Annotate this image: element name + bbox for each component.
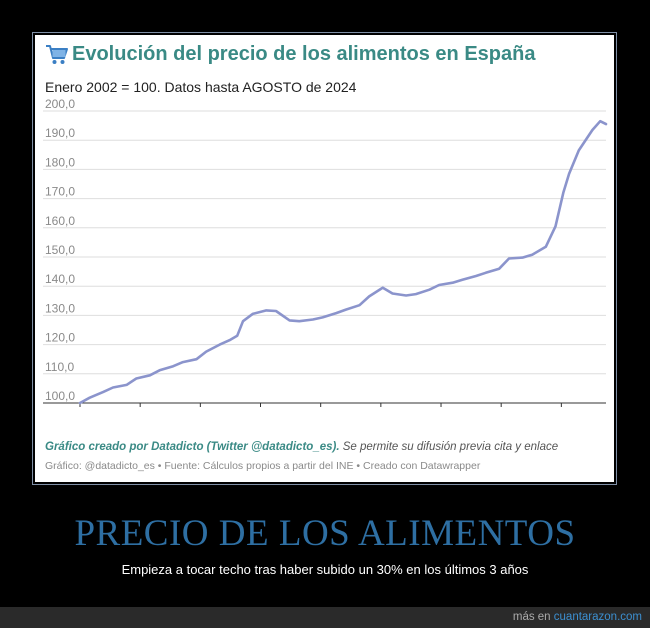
x-tick-label: 2014M12 [356,407,406,409]
x-tick-label: 2004M08 [115,407,165,409]
x-tick-label: 2022M09 [536,407,586,409]
credit-line: Gráfico creado por Datadicto (Twitter @d… [45,441,558,453]
y-tick-label: 180,0 [45,155,75,169]
x-tick-label: 2012M05 [296,407,346,409]
chart-card: Evolución del precio de los alimentos en… [35,35,614,482]
y-tick-label: 200,0 [45,97,75,111]
x-tick-label: 2009M10 [235,407,285,409]
image-frame [32,32,617,485]
x-tick-label: 2017M07 [416,407,466,409]
footer-site-link[interactable]: cuantarazon.com [553,611,642,623]
series-line [78,119,608,405]
y-tick-label: 120,0 [45,331,75,345]
source-line: Gráfico: @datadicto_es • Fuente: Cálculo… [45,460,481,472]
y-tick-label: 130,0 [45,301,75,315]
y-tick-label: 160,0 [45,214,75,228]
post-caption: Empieza a tocar techo tras haber subido … [121,562,529,577]
y-tick-label: 190,0 [45,126,75,140]
shopping-cart-icon [46,44,68,64]
y-tick-label: 100,0 [45,389,75,403]
credit-strong: Gráfico creado por Datadicto (Twitter @d… [45,441,340,453]
credit-rest: Se permite su difusión previa cita y enl… [339,441,559,453]
x-tick-label: 2007M03 [175,407,225,409]
line-chart: 100,0 110,0 120,0 130,0 140,0 150,0 160,0 170,0… [43,97,608,409]
y-tick-label: 150,0 [45,243,75,257]
post-headline: PRECIO DE LOS ALIMENTOS [74,513,576,554]
y-tick-label: 110,0 [45,360,74,374]
chart-subtitle: Enero 2002 = 100. Datos hasta AGOSTO de … [45,79,357,95]
footer-bar: más en cuantarazon.com [0,607,650,628]
title-row: Evolución del precio de los alimentos en… [45,43,535,66]
chart-title: Evolución del precio de los alimentos en… [72,43,536,65]
y-tick-label: 140,0 [45,272,75,286]
x-tick-label: 2020M02 [476,407,526,409]
x-tick-label: 2002M01 [55,407,105,409]
y-tick-label: 170,0 [45,185,75,199]
footer-prefix: más en [512,611,554,623]
